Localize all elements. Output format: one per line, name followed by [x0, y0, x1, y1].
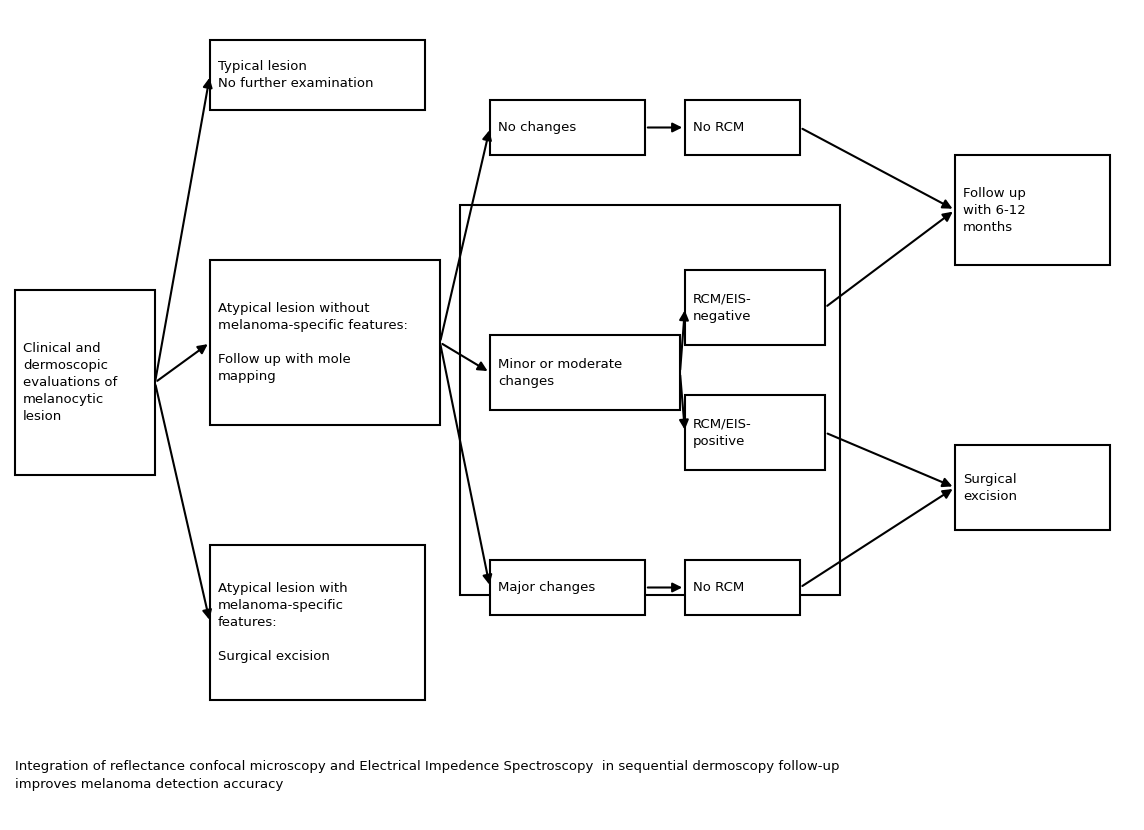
FancyBboxPatch shape — [210, 545, 426, 700]
Text: Typical lesion
No further examination: Typical lesion No further examination — [219, 60, 373, 90]
FancyBboxPatch shape — [490, 560, 645, 615]
Text: Atypical lesion with
melanoma-specific
features:

Surgical excision: Atypical lesion with melanoma-specific f… — [219, 582, 348, 663]
FancyBboxPatch shape — [685, 395, 825, 470]
FancyBboxPatch shape — [490, 100, 645, 155]
Text: Minor or moderate
changes: Minor or moderate changes — [498, 358, 622, 388]
Text: Follow up
with 6-12
months: Follow up with 6-12 months — [963, 187, 1026, 233]
Text: Surgical
excision: Surgical excision — [963, 472, 1017, 502]
Text: Clinical and
dermoscopic
evaluations of
melanocytic
lesion: Clinical and dermoscopic evaluations of … — [23, 342, 117, 423]
Text: RCM/EIS-
negative: RCM/EIS- negative — [693, 292, 752, 323]
Text: Atypical lesion without
melanoma-specific features:

Follow up with mole
mapping: Atypical lesion without melanoma-specifi… — [219, 302, 408, 383]
FancyBboxPatch shape — [210, 260, 440, 425]
FancyBboxPatch shape — [490, 335, 680, 410]
FancyBboxPatch shape — [15, 290, 154, 475]
Text: No RCM: No RCM — [693, 121, 745, 134]
Text: Integration of reflectance confocal microscopy and Electrical Impedence Spectros: Integration of reflectance confocal micr… — [15, 760, 840, 791]
Text: No changes: No changes — [498, 121, 577, 134]
FancyBboxPatch shape — [685, 270, 825, 345]
Text: No RCM: No RCM — [693, 581, 745, 594]
FancyBboxPatch shape — [685, 100, 800, 155]
Text: Major changes: Major changes — [498, 581, 595, 594]
Text: RCM/EIS-
positive: RCM/EIS- positive — [693, 417, 752, 447]
FancyBboxPatch shape — [685, 560, 800, 615]
FancyBboxPatch shape — [210, 40, 426, 110]
FancyBboxPatch shape — [460, 205, 840, 595]
FancyBboxPatch shape — [955, 155, 1110, 265]
FancyBboxPatch shape — [955, 445, 1110, 530]
